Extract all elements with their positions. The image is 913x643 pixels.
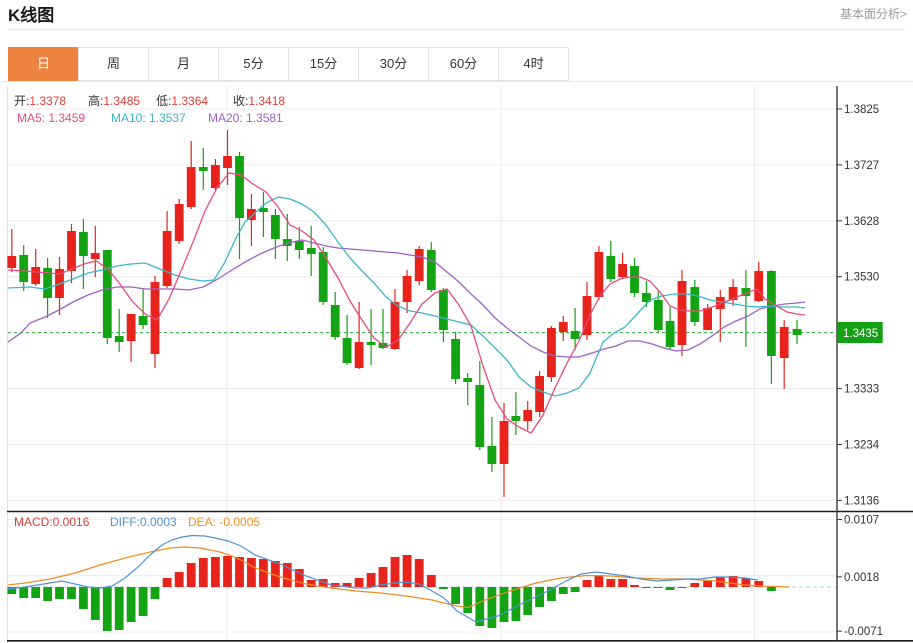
svg-text:1.3435: 1.3435	[843, 328, 878, 340]
svg-text:1.3234: 1.3234	[844, 440, 880, 452]
svg-text:0.0107: 0.0107	[844, 515, 879, 527]
svg-text:1.3530: 1.3530	[844, 272, 879, 284]
svg-text:1.3825: 1.3825	[844, 104, 879, 116]
svg-text:1.3136: 1.3136	[844, 495, 879, 507]
svg-text:1.3727: 1.3727	[844, 160, 879, 172]
svg-text:-0.0071: -0.0071	[844, 626, 883, 638]
svg-text:1.3628: 1.3628	[844, 216, 879, 228]
svg-text:1.3333: 1.3333	[844, 384, 879, 396]
svg-text:0.0018: 0.0018	[844, 572, 879, 584]
